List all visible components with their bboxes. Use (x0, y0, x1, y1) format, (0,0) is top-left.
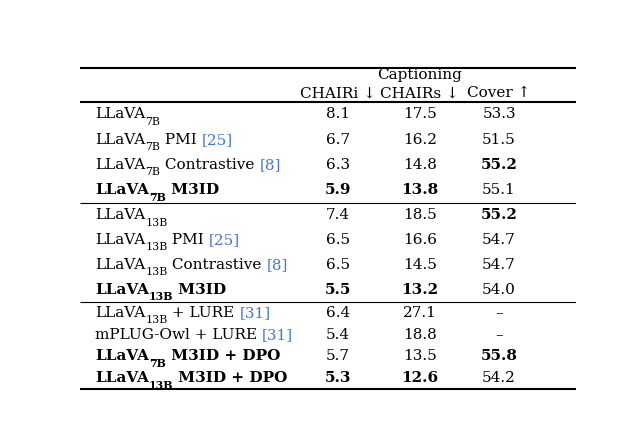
Text: 54.2: 54.2 (482, 371, 516, 385)
Text: 6.3: 6.3 (326, 158, 350, 172)
Text: M3ID + DPO: M3ID + DPO (173, 371, 288, 385)
Text: 5.5: 5.5 (324, 283, 351, 297)
Text: 55.8: 55.8 (481, 349, 518, 364)
Text: LLaVA: LLaVA (95, 306, 145, 320)
Text: Captioning: Captioning (378, 68, 462, 82)
Text: [31]: [31] (239, 306, 271, 320)
Text: 6.5: 6.5 (326, 233, 350, 247)
Text: 14.8: 14.8 (403, 158, 436, 172)
Text: M3ID: M3ID (166, 183, 219, 198)
Text: –: – (495, 306, 503, 320)
Text: 18.5: 18.5 (403, 208, 436, 222)
Text: [8]: [8] (267, 258, 288, 272)
Text: 13B: 13B (145, 242, 168, 252)
Text: PMI: PMI (160, 133, 202, 147)
Text: 55.2: 55.2 (481, 208, 518, 222)
Text: 27.1: 27.1 (403, 306, 436, 320)
Text: LLaVA: LLaVA (95, 349, 149, 364)
Text: M3ID: M3ID (173, 283, 227, 297)
Text: 6.5: 6.5 (326, 258, 350, 272)
Text: 13B: 13B (145, 218, 168, 228)
Text: 54.7: 54.7 (483, 233, 516, 247)
Text: 8.1: 8.1 (326, 107, 350, 122)
Text: [8]: [8] (259, 158, 280, 172)
Text: 13.8: 13.8 (401, 183, 438, 198)
Text: 17.5: 17.5 (403, 107, 436, 122)
Text: 55.1: 55.1 (483, 183, 516, 198)
Text: LLaVA: LLaVA (95, 371, 149, 385)
Text: LLaVA: LLaVA (95, 283, 149, 297)
Text: 13.2: 13.2 (401, 283, 438, 297)
Text: [31]: [31] (262, 328, 293, 342)
Text: LLaVA: LLaVA (95, 107, 145, 122)
Text: CHAIRi ↓: CHAIRi ↓ (300, 87, 376, 100)
Text: 5.9: 5.9 (324, 183, 351, 198)
Text: 54.0: 54.0 (482, 283, 516, 297)
Text: 16.6: 16.6 (403, 233, 436, 247)
Text: LLaVA: LLaVA (95, 208, 145, 222)
Text: 16.2: 16.2 (403, 133, 436, 147)
Text: 5.3: 5.3 (324, 371, 351, 385)
Text: CHAIRs ↓: CHAIRs ↓ (380, 87, 459, 100)
Text: 13.5: 13.5 (403, 349, 436, 364)
Text: LLaVA: LLaVA (95, 133, 145, 147)
Text: Cover ↑: Cover ↑ (467, 87, 531, 100)
Text: 5.7: 5.7 (326, 349, 350, 364)
Text: Contrastive: Contrastive (160, 158, 259, 172)
Text: 7.4: 7.4 (326, 208, 350, 222)
Text: 7B: 7B (149, 358, 166, 369)
Text: 13B: 13B (145, 315, 168, 325)
Text: LLaVA: LLaVA (95, 158, 145, 172)
Text: LLaVA: LLaVA (95, 258, 145, 272)
Text: 14.5: 14.5 (403, 258, 436, 272)
Text: –: – (495, 328, 503, 342)
Text: 18.8: 18.8 (403, 328, 436, 342)
Text: 13B: 13B (149, 291, 173, 302)
Text: 12.6: 12.6 (401, 371, 438, 385)
Text: [25]: [25] (202, 133, 233, 147)
Text: 7B: 7B (145, 142, 160, 152)
Text: 5.4: 5.4 (326, 328, 350, 342)
Text: + LURE: + LURE (168, 306, 239, 320)
Text: [25]: [25] (209, 233, 240, 247)
Text: 13B: 13B (145, 267, 168, 277)
Text: 6.4: 6.4 (326, 306, 350, 320)
Text: 51.5: 51.5 (483, 133, 516, 147)
Text: LLaVA: LLaVA (95, 183, 149, 198)
Text: 13B: 13B (149, 380, 173, 391)
Text: 53.3: 53.3 (483, 107, 516, 122)
Text: M3ID + DPO: M3ID + DPO (166, 349, 280, 364)
Text: 6.7: 6.7 (326, 133, 350, 147)
Text: LLaVA: LLaVA (95, 233, 145, 247)
Text: PMI: PMI (168, 233, 209, 247)
Text: 7B: 7B (145, 117, 160, 127)
Text: 54.7: 54.7 (483, 258, 516, 272)
Text: 55.2: 55.2 (481, 158, 518, 172)
Text: mPLUG-Owl + LURE: mPLUG-Owl + LURE (95, 328, 262, 342)
Text: 7B: 7B (149, 192, 166, 203)
Text: Contrastive: Contrastive (168, 258, 267, 272)
Text: 7B: 7B (145, 167, 160, 177)
